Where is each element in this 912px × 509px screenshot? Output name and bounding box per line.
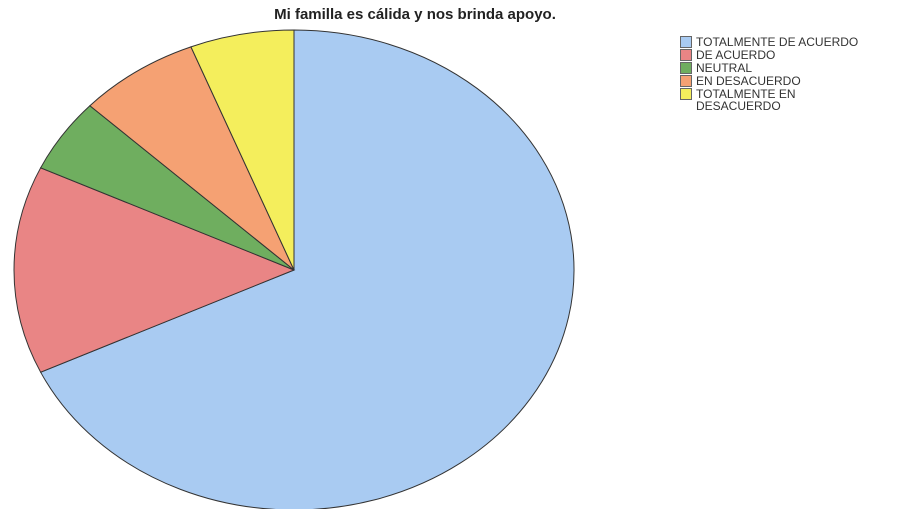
legend-item: TOTALMENTE DE ACUERDO [680,36,912,48]
legend-label: TOTALMENTE EN DESACUERDO [696,87,796,113]
legend-swatch [680,36,692,48]
legend-swatch [680,75,692,87]
legend-label: TOTALMENTE DE ACUERDO [696,35,859,49]
legend-swatch [680,88,692,100]
legend-swatch [680,49,692,61]
legend-item: NEUTRAL [680,62,912,74]
chart-title: Mi familla es cálida y nos brinda apoyo. [274,6,556,23]
legend-swatch [680,62,692,74]
pie-slice [39,29,575,509]
legend-item: EN DESACUERDO [680,75,912,87]
legend: TOTALMENTE DE ACUERDO DE ACUERDO NEUTRAL EN… [680,36,912,113]
legend-label: EN DESACUERDO [696,74,801,88]
pie-slice [13,167,296,373]
pie-slice [190,29,295,271]
pie-slice [89,46,295,271]
legend-item: DE ACUERDO [680,49,912,61]
legend-label: NEUTRAL [696,61,753,75]
legend-item: TOTALMENTE EN DESACUERDO [680,88,912,112]
legend-label: DE ACUERDO [696,48,776,62]
